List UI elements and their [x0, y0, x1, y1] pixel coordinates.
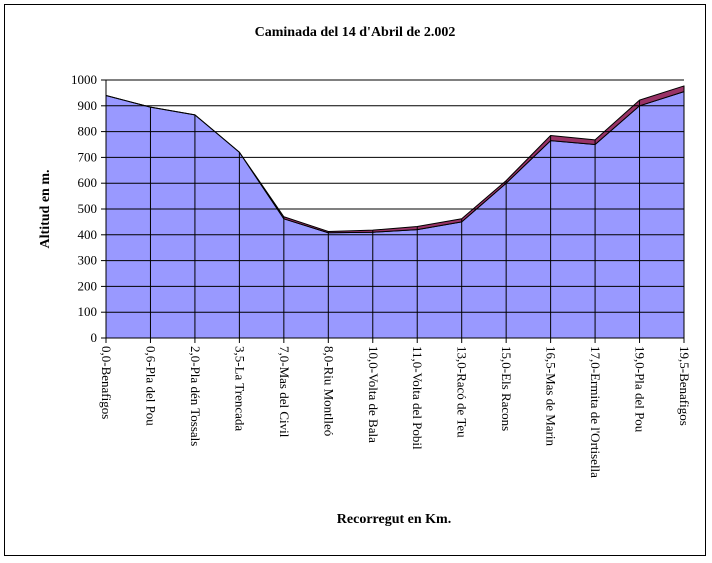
area-series-1: [105, 91, 685, 339]
y-tick-label: 800: [78, 124, 98, 139]
y-tick-label: 500: [78, 201, 98, 216]
x-tick-label: 15,0-Els Racons: [499, 346, 514, 431]
x-axis-label: Recorregut en Km.: [337, 512, 451, 527]
x-tick-label: 3,5-La Trencada: [232, 346, 247, 431]
x-tick-label: 2,0-Pla dén Tossals: [188, 346, 203, 446]
x-tick-label: 16,5-Mas de Marin: [544, 346, 559, 447]
y-tick-label: 1000: [71, 72, 97, 87]
x-tick-label: 19,0-Pla del Pou: [633, 346, 648, 433]
x-tick-label: 17,0-Ermita de l'Ortisella: [588, 346, 603, 478]
plot-area: 0 100 200 300 400 500 600 700 800 900 1000 0,0-Bena…: [71, 72, 692, 478]
x-tick-label: 10,0-Volta de Bala: [366, 346, 381, 443]
y-tick-label: 300: [78, 253, 98, 268]
y-tick-label: 200: [78, 278, 98, 293]
x-tick-label: 19,5-Benafigos: [677, 346, 692, 426]
chart-title: Caminada del 14 d'Abril de 2.002: [255, 25, 456, 40]
y-axis-label: Altitud en m.: [38, 170, 53, 249]
x-tick-label: 8,0-Riu Montlleó: [321, 346, 336, 436]
y-tick-label: 700: [78, 149, 98, 164]
x-tick-label: 7,0-Mas del Civil: [277, 346, 292, 438]
y-tick-label: 100: [78, 304, 98, 319]
x-tick-label: 0,0-Benafigos: [99, 346, 114, 419]
y-tick-label: 600: [78, 175, 98, 190]
x-tick-label: 0,6-Pla del Pou: [143, 346, 158, 426]
y-tick-label: 400: [78, 227, 98, 242]
x-tick-label: 11,0-Volta del Pobil: [410, 346, 425, 450]
x-tick-label: 13,0-Racó de Teu: [455, 346, 470, 438]
y-tick-label: 900: [78, 98, 98, 113]
y-tick-label: 0: [91, 330, 98, 345]
